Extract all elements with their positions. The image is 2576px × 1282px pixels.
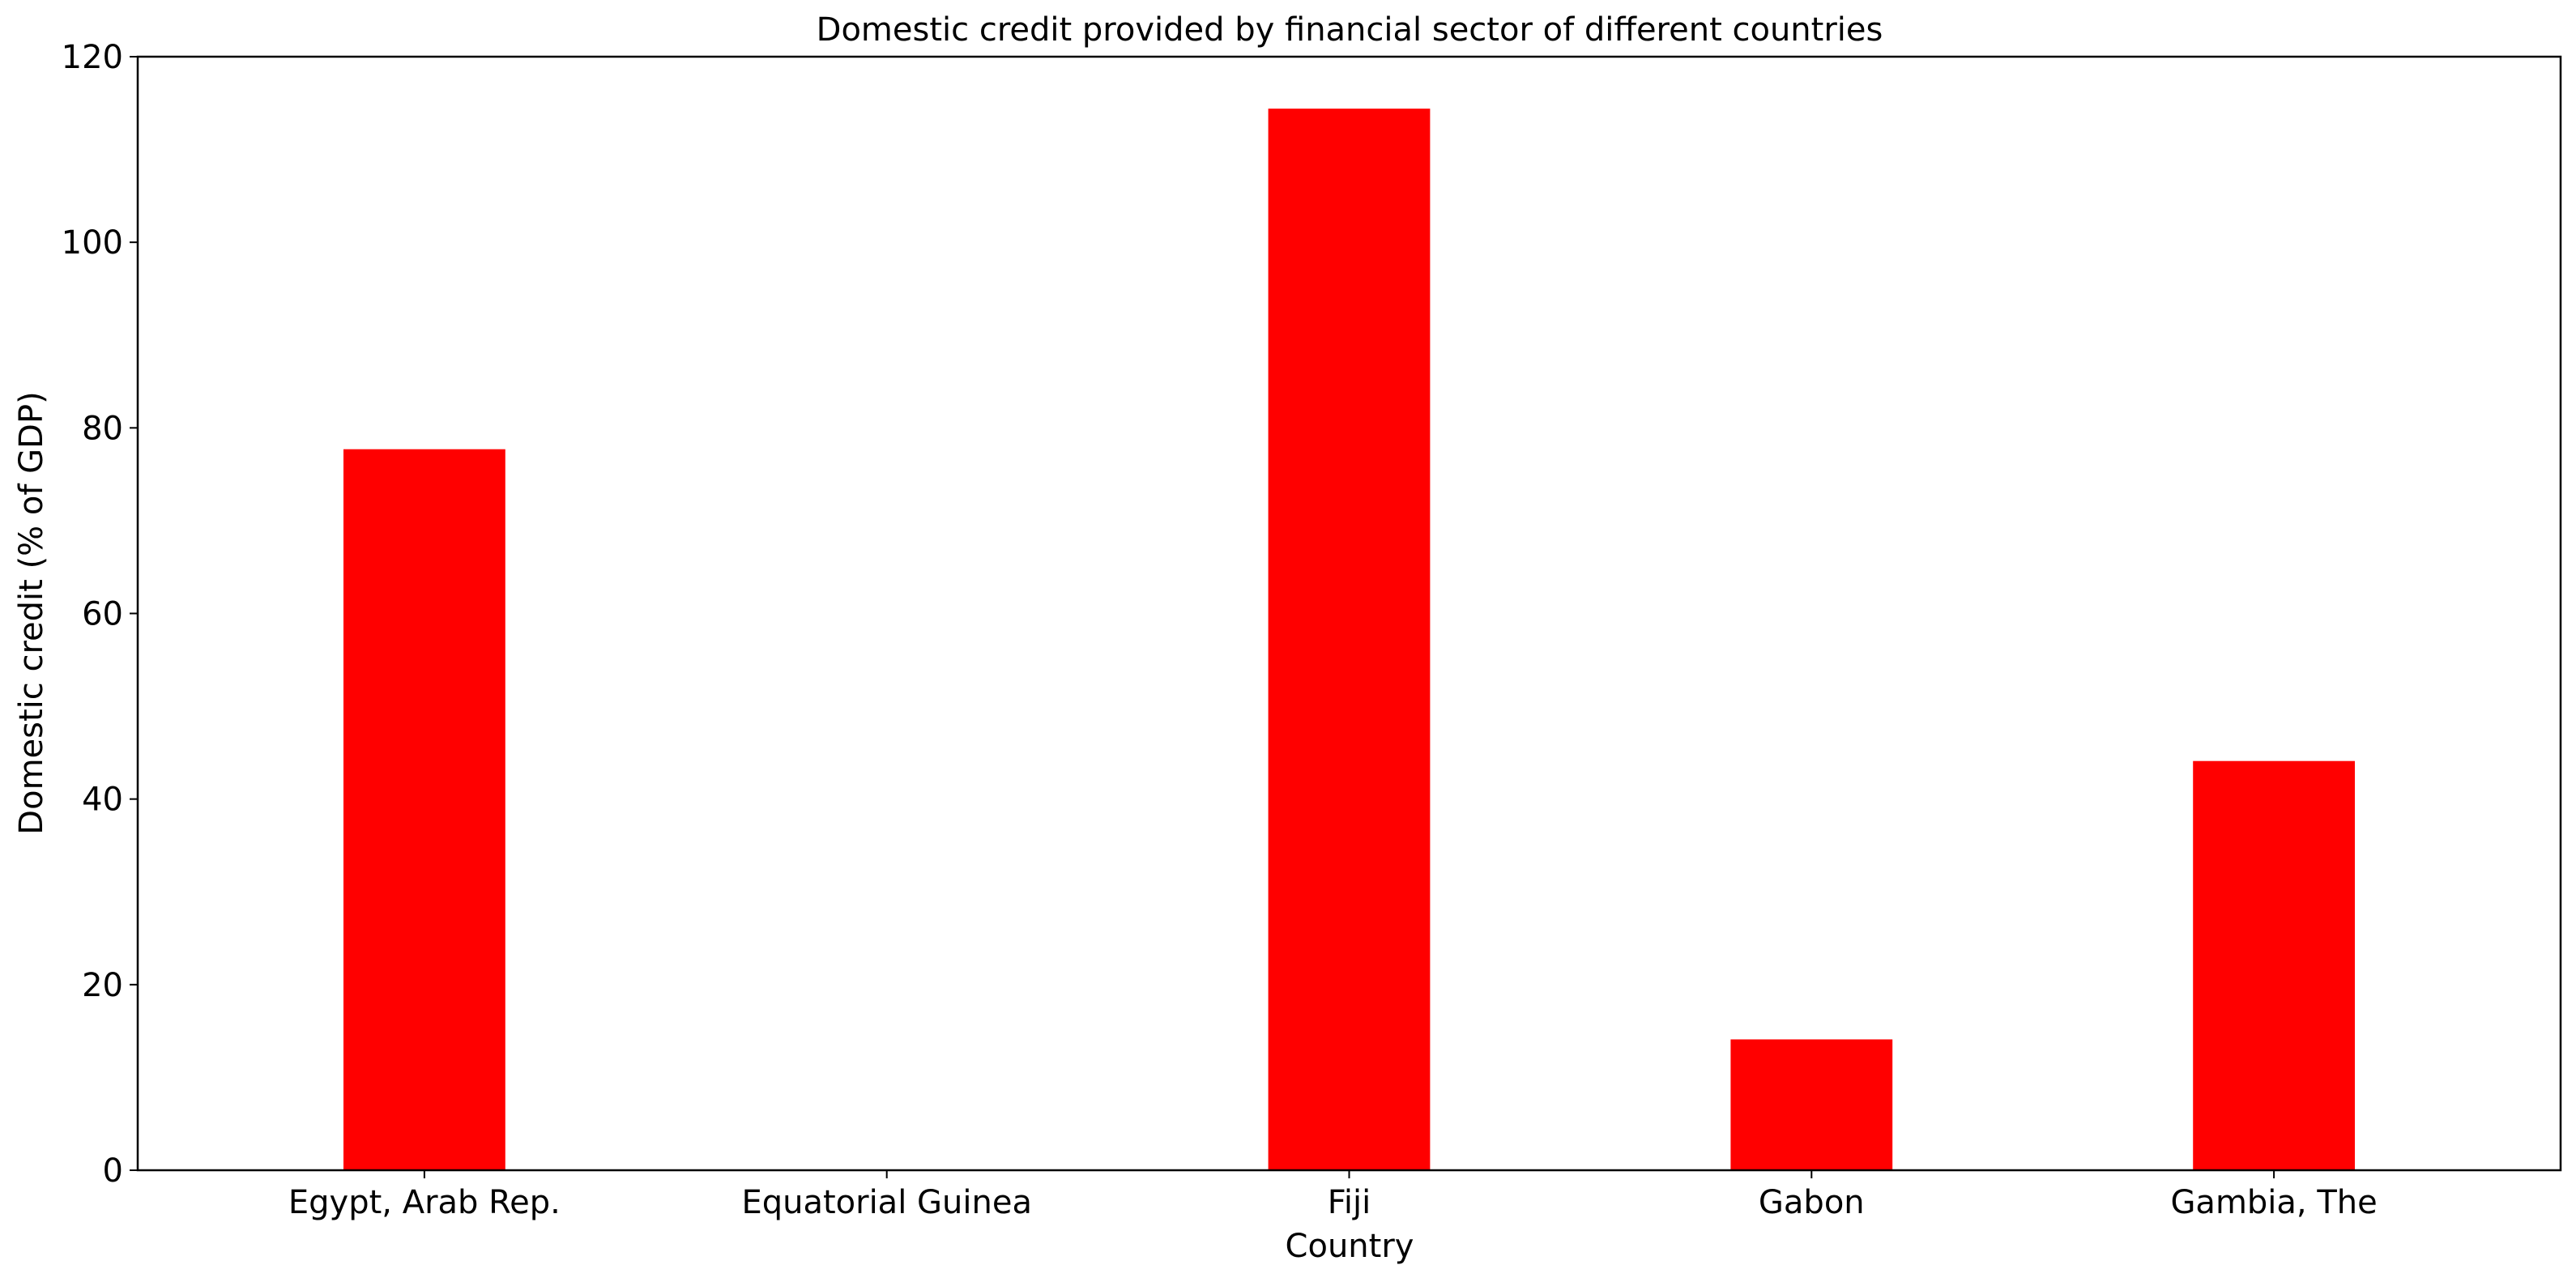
x-tick-label: Equatorial Guinea (741, 1184, 1032, 1221)
y-tick-label: 80 (82, 410, 123, 447)
y-tick-label: 0 (103, 1152, 123, 1190)
plot-frame (136, 55, 2562, 1172)
y-tick-label: 100 (62, 224, 123, 262)
bar (1268, 109, 1431, 1171)
x-axis: Egypt, Arab Rep. Equatorial Guinea Fiji Gab… (288, 1170, 2378, 1221)
x-tick-label: Gambia, The (2170, 1184, 2377, 1221)
chart-title: Domestic credit provided by financial se… (817, 11, 1883, 49)
y-tick-label: 40 (82, 782, 123, 819)
x-tick-label: Gabon (1759, 1184, 1865, 1221)
x-axis-label: Country (1286, 1228, 1414, 1265)
x-tick-label: Fiji (1328, 1184, 1371, 1221)
y-tick-label: 20 (82, 967, 123, 1004)
bar (343, 449, 505, 1170)
y-tick-label: 60 (82, 596, 123, 633)
bars-layer (343, 109, 2355, 1171)
y-tick-label: 120 (62, 39, 123, 76)
y-axis-label: Domestic credit (% of GDP) (13, 391, 50, 834)
bar (1730, 1039, 1893, 1170)
y-axis: 0 20 40 60 80 100 120 (62, 39, 138, 1190)
bar (2193, 760, 2355, 1170)
x-tick-label: Egypt, Arab Rep. (288, 1184, 561, 1221)
